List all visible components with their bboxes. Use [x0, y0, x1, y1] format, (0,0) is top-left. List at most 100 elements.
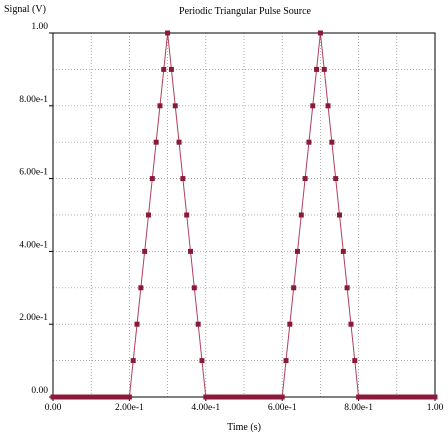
- data-point: [321, 66, 327, 72]
- data-point: [65, 394, 71, 400]
- data-point: [249, 394, 255, 400]
- x-axis-label: Time (s): [227, 422, 261, 433]
- data-point: [203, 394, 209, 400]
- y-tick-label: 4.00e-1: [19, 240, 48, 250]
- data-point: [390, 394, 396, 400]
- data-point: [233, 394, 239, 400]
- data-point: [340, 248, 346, 254]
- data-point: [237, 394, 243, 400]
- data-point: [210, 394, 216, 400]
- data-point: [386, 394, 392, 400]
- data-point: [424, 394, 430, 400]
- data-point: [409, 394, 415, 400]
- series: [50, 30, 438, 400]
- data-point: [130, 358, 136, 364]
- data-point: [421, 394, 427, 400]
- data-point: [375, 394, 381, 400]
- data-point: [69, 394, 75, 400]
- data-point: [157, 103, 163, 109]
- data-point: [428, 394, 434, 400]
- data-point: [77, 394, 83, 400]
- data-point: [146, 212, 151, 218]
- data-point: [252, 394, 258, 400]
- data-point: [401, 394, 407, 400]
- data-point: [207, 394, 213, 400]
- data-point: [88, 394, 94, 400]
- data-point: [241, 394, 247, 400]
- data-point: [379, 394, 385, 400]
- data-point: [382, 394, 388, 400]
- y-tick-label: 6.00e-1: [19, 168, 48, 178]
- data-point: [275, 394, 281, 400]
- data-point: [180, 176, 186, 182]
- data-point: [306, 139, 312, 145]
- data-point: [363, 394, 369, 400]
- data-point: [168, 66, 174, 72]
- data-point: [325, 103, 331, 109]
- data-point: [287, 321, 293, 327]
- data-point: [134, 321, 140, 327]
- data-point: [394, 394, 400, 400]
- data-point: [195, 321, 201, 327]
- data-point: [138, 285, 144, 291]
- data-point: [126, 394, 132, 400]
- data-point: [54, 394, 60, 400]
- data-point: [359, 394, 365, 400]
- data-point: [111, 394, 117, 400]
- y-tick-label: 8.00e-1: [19, 95, 48, 105]
- data-point: [268, 394, 274, 400]
- data-point: [356, 394, 362, 400]
- data-point: [142, 248, 148, 254]
- data-point: [329, 139, 335, 145]
- data-point: [245, 394, 251, 400]
- x-tick-label: 1.00: [427, 403, 444, 413]
- data-point: [176, 139, 182, 145]
- data-point: [279, 394, 285, 400]
- data-point: [61, 394, 67, 400]
- data-point: [153, 139, 159, 145]
- y-tick-label: 1.00: [31, 22, 48, 32]
- data-point: [161, 66, 167, 72]
- data-point: [92, 394, 98, 400]
- data-point: [214, 394, 220, 400]
- data-point: [226, 394, 232, 400]
- data-point: [218, 394, 224, 400]
- data-point: [264, 394, 270, 400]
- data-point: [283, 358, 289, 364]
- data-point: [107, 394, 113, 400]
- data-point: [50, 394, 56, 400]
- data-point: [172, 103, 178, 109]
- data-point: [302, 176, 308, 182]
- data-point: [184, 212, 190, 218]
- data-point: [348, 321, 354, 327]
- x-tick-label: 0.00: [45, 403, 62, 413]
- data-point: [222, 394, 228, 400]
- data-point: [432, 394, 438, 400]
- x-tick-label: 6.00e-1: [268, 403, 297, 413]
- data-point: [352, 358, 358, 364]
- y-axis-label: Signal (V): [4, 4, 46, 15]
- data-point: [96, 394, 102, 400]
- data-point: [149, 176, 155, 182]
- data-point: [333, 176, 339, 182]
- data-point: [272, 394, 278, 400]
- data-point: [199, 358, 205, 364]
- data-point: [398, 394, 404, 400]
- data-point: [191, 285, 197, 291]
- data-point: [298, 212, 304, 218]
- data-point: [103, 394, 109, 400]
- data-point: [188, 248, 194, 254]
- data-point: [337, 212, 342, 218]
- data-point: [260, 394, 266, 400]
- data-point: [417, 394, 423, 400]
- data-point: [371, 394, 377, 400]
- data-point: [317, 30, 323, 36]
- data-point: [58, 394, 64, 400]
- data-point: [314, 66, 320, 72]
- data-point: [123, 394, 129, 400]
- x-tick-label: 4.00e-1: [191, 403, 220, 413]
- grid: [53, 33, 435, 397]
- data-point: [405, 394, 411, 400]
- data-point: [413, 394, 419, 400]
